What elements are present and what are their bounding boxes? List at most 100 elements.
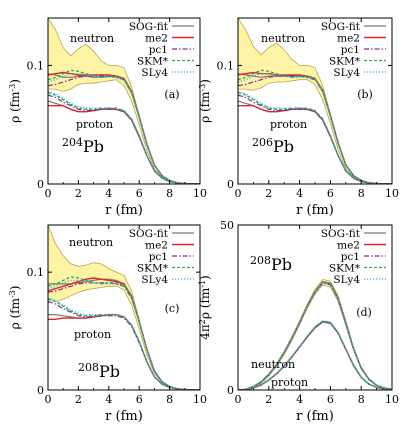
panel-d: 0 2 4 6 8 10 0 50 r (fm) 4π2ρ (fm-1) SOG-fitme2pc1… [198, 219, 400, 424]
x-tick-label: 2 [265, 393, 272, 406]
x-tick-label: 4 [296, 187, 303, 200]
series-proton-skm [238, 320, 392, 390]
panel-c: 0 2 4 6 8 10 0 0.1 r (fm) ρ (fm-3) SOG-fitme2pc1SK… [8, 224, 207, 424]
series-proton-sog [48, 314, 200, 390]
series-neutron-pc1 [48, 282, 200, 390]
series-neutron-sog [238, 281, 392, 390]
panel-a: 0 2 4 6 8 10 0 0.1 r (fm) ρ (fm-3) SOG-fitme2pc1SK… [8, 17, 207, 218]
series-neutron-pc1 [238, 282, 392, 390]
series-neutron-skm [238, 281, 392, 390]
x-tick-label: 4 [105, 187, 112, 200]
neutron-annotation: neutron [69, 236, 113, 249]
legend-label: pc1 [341, 251, 360, 263]
panel-label: (b) [357, 88, 373, 101]
x-tick-label: 10 [385, 187, 399, 200]
x-tick-label: 6 [327, 393, 334, 406]
x-tick-label: 2 [75, 393, 82, 406]
x-tick-label: 4 [296, 393, 303, 406]
legend-label: SKM* [137, 263, 169, 275]
y-axis-label: 4π2ρ (fm-1) [198, 275, 213, 339]
series-proton-pc1 [238, 94, 392, 184]
y-tick-label: 0.1 [217, 59, 235, 72]
x-tick-label: 4 [105, 393, 112, 406]
x-tick-label: 2 [265, 187, 272, 200]
x-tick-label: 8 [358, 187, 365, 200]
y-tick-label: 0 [227, 178, 234, 191]
series-neutron-skm [48, 276, 200, 390]
series-neutron-sly4 [48, 279, 200, 390]
series-neutron-sly4 [48, 73, 200, 184]
legend-label: SLy4 [333, 274, 360, 286]
x-tick-label: 8 [358, 393, 365, 406]
series-proton-me2 [48, 313, 200, 390]
legend-label: pc1 [149, 251, 168, 263]
x-tick-label: 6 [136, 393, 143, 406]
y-tick-label: 0 [37, 384, 44, 397]
x-tick-label: 8 [166, 187, 173, 200]
y-axis-label: ρ (fm-3) [8, 286, 23, 330]
legend-label: SOG-fit [321, 21, 361, 33]
nucleus-label: 206Pb [252, 136, 294, 156]
x-tick-label: 6 [327, 187, 334, 200]
legend-label: pc1 [341, 44, 360, 56]
legend-label: SKM* [329, 56, 361, 68]
y-tick-label: 0.1 [27, 59, 45, 72]
legend-label: pc1 [149, 44, 168, 56]
nucleus-label: 208Pb [250, 254, 292, 274]
legend-label: SKM* [329, 263, 361, 275]
neutron-annotation: neutron [251, 358, 295, 371]
x-tick-label: 0 [235, 187, 242, 200]
x-tick-label: 0 [45, 187, 52, 200]
legend-label: me2 [145, 33, 168, 45]
series-neutron-sly4 [238, 281, 392, 390]
proton-annotation: proton [76, 118, 113, 131]
sog-uncertainty-band [238, 278, 392, 390]
series-proton-sly4 [48, 297, 200, 390]
legend-label: me2 [145, 240, 168, 252]
legend-label: SKM* [137, 56, 169, 68]
panel-label: (d) [356, 306, 372, 319]
x-tick-label: 0 [45, 393, 52, 406]
y-axis-label: ρ (fm-3) [198, 79, 213, 123]
x-tick-label: 10 [385, 393, 399, 406]
series-neutron-me2 [238, 281, 392, 390]
x-axis-label: r (fm) [105, 409, 143, 424]
panel-b: 0 2 4 6 8 10 0 0.1 r (fm) ρ (fm-3) SOG-fitme2pc1SK… [198, 17, 399, 218]
legend-label: me2 [337, 33, 360, 45]
legend-label: SOG-fit [129, 21, 169, 33]
series-proton-skm [48, 92, 200, 184]
nucleus-label: 204Pb [62, 136, 104, 156]
x-tick-label: 0 [235, 393, 242, 406]
x-tick-label: 10 [193, 393, 207, 406]
y-tick-label: 50 [220, 219, 234, 232]
proton-annotation: proton [271, 376, 308, 389]
legend-label: SLy4 [141, 67, 168, 79]
panel-label: (a) [164, 88, 179, 101]
proton-annotation: proton [270, 118, 307, 131]
neutron-annotation: neutron [261, 32, 305, 45]
series-neutron-sly4 [238, 73, 392, 184]
legend-label: SLy4 [333, 67, 360, 79]
y-tick-label: 0 [37, 178, 44, 191]
x-axis-label: r (fm) [296, 409, 334, 424]
legend-label: SLy4 [141, 274, 168, 286]
neutron-annotation: neutron [70, 32, 114, 45]
series-proton-sly4 [238, 90, 392, 184]
legend-label: SOG-fit [321, 228, 361, 240]
y-tick-label: 0.1 [27, 266, 45, 279]
nucleus-label: 208Pb [78, 361, 120, 381]
x-axis-label: r (fm) [105, 203, 143, 218]
x-tick-label: 10 [193, 187, 207, 200]
x-tick-label: 2 [75, 187, 82, 200]
legend-label: SOG-fit [129, 228, 169, 240]
x-axis-label: r (fm) [296, 203, 334, 218]
y-tick-label: 0 [227, 384, 234, 397]
y-axis-label: ρ (fm-3) [8, 79, 23, 123]
proton-annotation: proton [74, 328, 111, 341]
legend-label: me2 [337, 240, 360, 252]
panel-label: (c) [165, 302, 180, 315]
series-neutron-skm [48, 69, 200, 184]
x-tick-label: 6 [136, 187, 143, 200]
x-tick-label: 8 [166, 393, 173, 406]
